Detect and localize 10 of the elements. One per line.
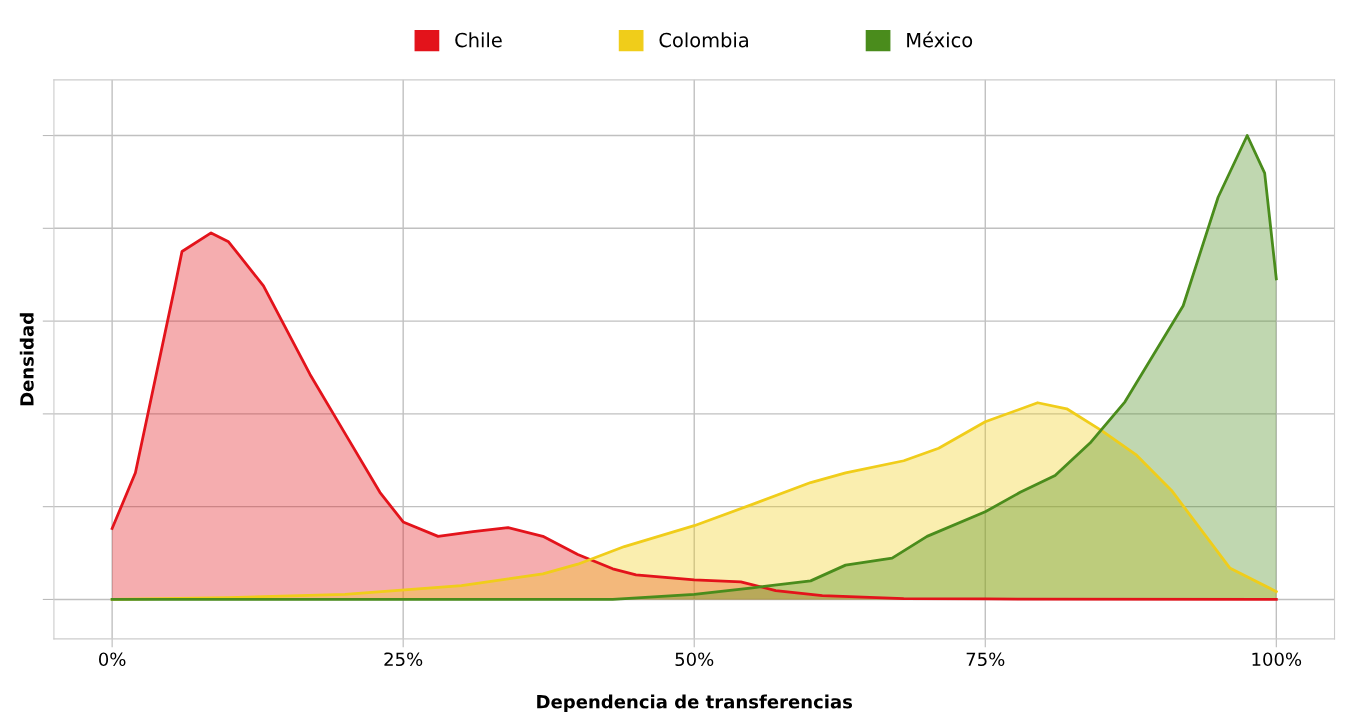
legend-label: México	[907, 31, 973, 48]
x-tick-label: 0%	[99, 652, 126, 667]
y-axis-title: Densidad	[19, 313, 34, 406]
x-tick-label: 100%	[1252, 652, 1302, 667]
x-tick-label: 75%	[966, 652, 1005, 667]
x-tick-label: 50%	[675, 652, 714, 667]
legend-label: Colombia	[659, 32, 748, 48]
legend-label: Chile	[455, 32, 502, 48]
x-tick-label: 25%	[384, 652, 423, 667]
x-axis-title: Dependencia de transferencias	[537, 694, 853, 713]
